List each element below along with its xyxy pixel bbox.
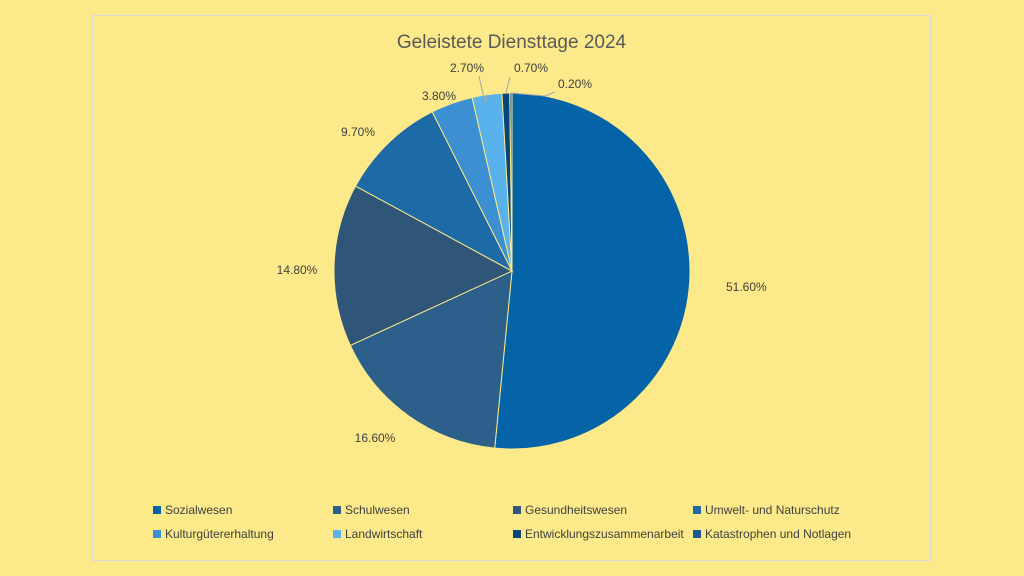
- pie-chart: 51.60% 16.60% 14.80% 9.70% 3.80% 2.70% 0.70% 0.…: [277, 61, 767, 450]
- chart-panel: Geleistete Diensttage 2024 51.60% 16.60% 1…: [92, 15, 931, 561]
- data-label-1: 16.60%: [355, 431, 396, 445]
- legend-item-2: Gesundheitswesen: [513, 503, 693, 517]
- leader-line-5: [478, 75, 488, 104]
- legend-label-6: Entwicklungszusammenarbeit: [525, 527, 684, 541]
- chart-title: Geleistete Diensttage 2024: [396, 32, 627, 53]
- legend-label-4: Kulturgütererhaltung: [165, 527, 274, 541]
- leader-line-6: [505, 76, 511, 94]
- legend-swatch-2: [513, 506, 521, 514]
- legend-label-1: Schulwesen: [345, 503, 410, 517]
- pie-slice-1: [349, 270, 513, 449]
- data-label-6: 0.70%: [514, 61, 548, 75]
- legend-label-7: Katastrophen und Notlagen: [705, 527, 852, 541]
- legend-swatch-0: [153, 506, 161, 514]
- pie-slice-3: [354, 111, 514, 273]
- legend: Sozialwesen Schulwesen Gesundheitswesen Umw…: [153, 503, 873, 541]
- legend-item-4: Kulturgütererhaltung: [153, 527, 333, 541]
- legend-swatch-1: [333, 506, 341, 514]
- data-label-4: 3.80%: [422, 89, 456, 103]
- legend-item-3: Umwelt- und Naturschutz: [693, 503, 873, 517]
- legend-label-2: Gesundheitswesen: [525, 503, 628, 517]
- legend-item-5: Landwirtschaft: [333, 527, 513, 541]
- legend-swatch-7: [693, 530, 701, 538]
- data-label-3: 9.70%: [341, 125, 375, 139]
- legend-label-5: Landwirtschaft: [345, 527, 423, 541]
- legend-item-6: Entwicklungszusammenarbeit: [513, 527, 693, 541]
- legend-label-0: Sozialwesen: [165, 503, 233, 517]
- data-label-2: 14.80%: [277, 263, 318, 277]
- legend-swatch-5: [333, 530, 341, 538]
- legend-swatch-3: [693, 506, 701, 514]
- legend-item-1: Schulwesen: [333, 503, 513, 517]
- legend-swatch-4: [153, 530, 161, 538]
- legend-item-0: Sozialwesen: [153, 503, 333, 517]
- pie-slice-2: [333, 185, 514, 347]
- leader-line-7: [510, 91, 556, 97]
- legend-swatch-6: [513, 530, 521, 538]
- data-label-0: 51.60%: [726, 280, 767, 294]
- legend-item-7: Katastrophen und Notlagen: [693, 527, 873, 541]
- data-label-7: 0.20%: [558, 77, 592, 91]
- pie-slice-0: [494, 92, 691, 450]
- legend-label-3: Umwelt- und Naturschutz: [705, 503, 840, 517]
- data-label-5: 2.70%: [450, 61, 484, 75]
